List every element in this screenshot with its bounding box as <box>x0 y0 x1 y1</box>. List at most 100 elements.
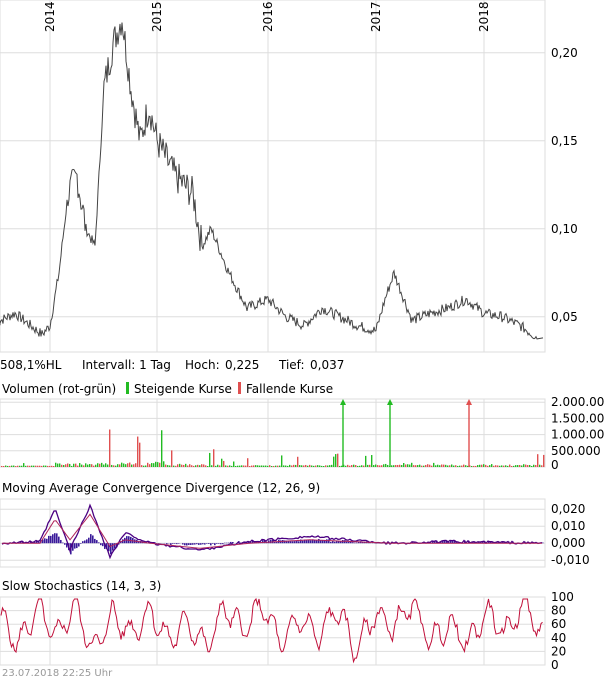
volume-bar <box>405 464 407 467</box>
volume-bar <box>531 465 533 467</box>
volume-bar <box>511 465 513 467</box>
macd-histogram-bar <box>432 540 434 544</box>
volume-bar <box>351 465 353 467</box>
volume-bar <box>197 464 199 467</box>
volume-bar <box>287 465 289 467</box>
volume-bar <box>187 465 189 467</box>
macd-histogram-bar <box>92 535 94 544</box>
macd-histogram-bar <box>434 541 436 544</box>
volume-bar <box>141 465 143 467</box>
macd-histogram-bar <box>290 541 292 544</box>
volume-bar <box>239 465 241 467</box>
macd-histogram-bar <box>44 538 46 544</box>
volume-title: Volumen (rot-grün) <box>2 382 116 396</box>
volume-tick-label: 500.000 <box>551 444 601 458</box>
volume-bar <box>489 465 491 467</box>
macd-histogram-bar <box>208 543 210 544</box>
volume-bar <box>417 465 419 467</box>
macd-histogram-bar <box>96 540 98 544</box>
macd-histogram-bar <box>148 541 150 544</box>
volume-bar <box>439 465 441 467</box>
volume-bar <box>135 463 137 467</box>
macd-histogram-bar <box>84 540 86 544</box>
macd-histogram-bar <box>332 540 334 544</box>
volume-bar <box>71 465 73 467</box>
volume-bar <box>457 465 459 467</box>
volume-bar <box>261 465 263 467</box>
macd-histogram-bar <box>46 538 48 544</box>
volume-bar <box>43 465 45 467</box>
macd-tick-label: 0,000 <box>551 536 585 550</box>
macd-histogram-bar <box>340 541 342 544</box>
volume-bar <box>161 430 163 467</box>
volume-bar <box>329 465 331 467</box>
volume-bar <box>327 465 329 467</box>
volume-bar <box>377 465 379 467</box>
legend-up-swatch <box>126 382 129 394</box>
volume-bar <box>517 465 519 467</box>
volume-bar <box>325 465 327 467</box>
year-labels: 2014 2015 2016 2017 2018 <box>43 1 491 32</box>
volume-bar <box>229 465 231 467</box>
macd-histogram-bar <box>54 533 56 544</box>
legend-up-label: Steigende Kurse <box>134 382 232 396</box>
volume-bar <box>419 464 421 467</box>
macd-histogram-bar <box>76 543 78 549</box>
volume-bar <box>165 464 167 467</box>
volume-bar <box>413 465 415 467</box>
volume-bar <box>47 465 49 467</box>
macd-histogram-bar <box>48 535 50 544</box>
macd-histogram-bar <box>216 543 218 544</box>
macd-histogram-bar <box>224 542 226 544</box>
macd-histogram-bar <box>200 543 202 545</box>
volume-bar <box>447 465 449 467</box>
macd-histogram-bar <box>452 540 454 544</box>
volume-bar <box>343 464 345 467</box>
volume-bar <box>247 458 249 467</box>
volume-bar <box>379 465 381 467</box>
macd-histogram-bar <box>348 541 350 544</box>
macd-histogram-bar <box>288 540 290 544</box>
macd-histogram-bar <box>130 536 132 544</box>
volume-bar <box>83 465 85 467</box>
volume-bar <box>507 465 509 467</box>
volume-bar <box>241 465 243 467</box>
macd-frame <box>0 498 546 568</box>
volume-bar <box>543 454 545 467</box>
volume-bar <box>183 464 185 467</box>
volume-bar <box>469 465 471 467</box>
volume-bar <box>171 450 173 467</box>
volume-bar <box>297 456 299 467</box>
macd-histogram-bar <box>220 543 222 545</box>
volume-bar <box>367 464 369 467</box>
volume-bar <box>347 464 349 467</box>
stoch-title: Slow Stochastics (14, 3, 3) <box>2 579 161 593</box>
macd-histogram-bar <box>306 540 308 544</box>
macd-y-axis: 0,020 0,010 0,000 -0,010 <box>551 502 590 567</box>
volume-bars <box>1 399 545 467</box>
macd-histogram-bar <box>326 539 328 544</box>
volume-bar <box>137 436 139 467</box>
macd-tick-label: -0,010 <box>551 553 590 567</box>
volume-bar <box>423 465 425 467</box>
volume-bar <box>527 465 529 467</box>
volume-bar <box>17 465 19 467</box>
price-panel: 0,20 0,15 0,10 0,05 2014 2015 2016 2017 2018 <box>0 0 578 353</box>
volume-bar <box>57 463 59 467</box>
volume-bar <box>149 464 151 467</box>
macd-histogram-bar <box>178 543 180 544</box>
macd-histogram-bar <box>310 540 312 544</box>
volume-bar <box>275 465 277 467</box>
volume-bar <box>75 463 77 467</box>
macd-histogram-bar <box>312 539 314 544</box>
volume-bar <box>89 464 91 467</box>
macd-histogram-bar <box>182 543 184 545</box>
macd-histogram-bar <box>202 543 204 545</box>
volume-tick-label: 0 <box>551 458 559 472</box>
volume-bar <box>395 464 397 467</box>
volume-bar <box>255 465 257 467</box>
volume-bar <box>529 464 531 467</box>
volume-bar <box>463 464 465 467</box>
volume-bar <box>13 465 15 467</box>
macd-histogram-bar <box>352 542 354 544</box>
